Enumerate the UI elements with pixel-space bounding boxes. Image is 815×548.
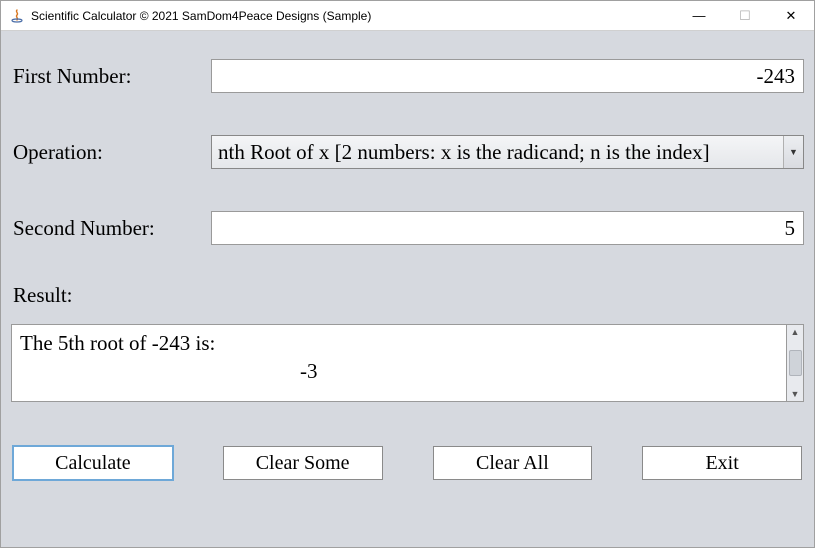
first-number-row: First Number: bbox=[11, 59, 804, 93]
operation-selected-text: nth Root of x [2 numbers: x is the radic… bbox=[212, 136, 783, 168]
button-row: Calculate Clear Some Clear All Exit bbox=[11, 446, 804, 480]
clear-all-button[interactable]: Clear All bbox=[433, 446, 593, 480]
calculate-button[interactable]: Calculate bbox=[13, 446, 173, 480]
maximize-button: ☐ bbox=[722, 1, 768, 30]
result-box-wrap: The 5th root of -243 is: -3 ▲ ▼ bbox=[11, 324, 804, 402]
java-app-icon bbox=[9, 8, 25, 24]
second-number-input[interactable] bbox=[211, 211, 804, 245]
first-number-input[interactable] bbox=[211, 59, 804, 93]
clear-some-button[interactable]: Clear Some bbox=[223, 446, 383, 480]
operation-label: Operation: bbox=[11, 140, 211, 165]
titlebar: Scientific Calculator © 2021 SamDom4Peac… bbox=[1, 1, 814, 31]
operation-select[interactable]: nth Root of x [2 numbers: x is the radic… bbox=[211, 135, 804, 169]
scroll-thumb[interactable] bbox=[789, 350, 802, 376]
second-number-label: Second Number: bbox=[11, 216, 211, 241]
chevron-down-icon[interactable]: ▼ bbox=[783, 136, 803, 168]
scroll-down-icon[interactable]: ▼ bbox=[791, 389, 800, 399]
result-scrollbar[interactable]: ▲ ▼ bbox=[787, 324, 804, 402]
window-controls: — ☐ ✕ bbox=[676, 1, 814, 30]
result-line-2: -3 bbox=[20, 357, 778, 385]
close-button[interactable]: ✕ bbox=[768, 1, 814, 30]
window-title: Scientific Calculator © 2021 SamDom4Peac… bbox=[31, 9, 676, 23]
content-panel: First Number: Operation: nth Root of x [… bbox=[1, 31, 814, 547]
minimize-button[interactable]: — bbox=[676, 1, 722, 30]
result-label: Result: bbox=[11, 283, 804, 308]
app-window: Scientific Calculator © 2021 SamDom4Peac… bbox=[0, 0, 815, 548]
operation-row: Operation: nth Root of x [2 numbers: x i… bbox=[11, 135, 804, 169]
result-section: Result: The 5th root of -243 is: -3 ▲ ▼ bbox=[11, 283, 804, 446]
second-number-row: Second Number: bbox=[11, 211, 804, 245]
scroll-up-icon[interactable]: ▲ bbox=[791, 327, 800, 337]
exit-button[interactable]: Exit bbox=[642, 446, 802, 480]
result-line-1: The 5th root of -243 is: bbox=[20, 329, 778, 357]
first-number-label: First Number: bbox=[11, 64, 211, 89]
result-textarea[interactable]: The 5th root of -243 is: -3 bbox=[11, 324, 787, 402]
